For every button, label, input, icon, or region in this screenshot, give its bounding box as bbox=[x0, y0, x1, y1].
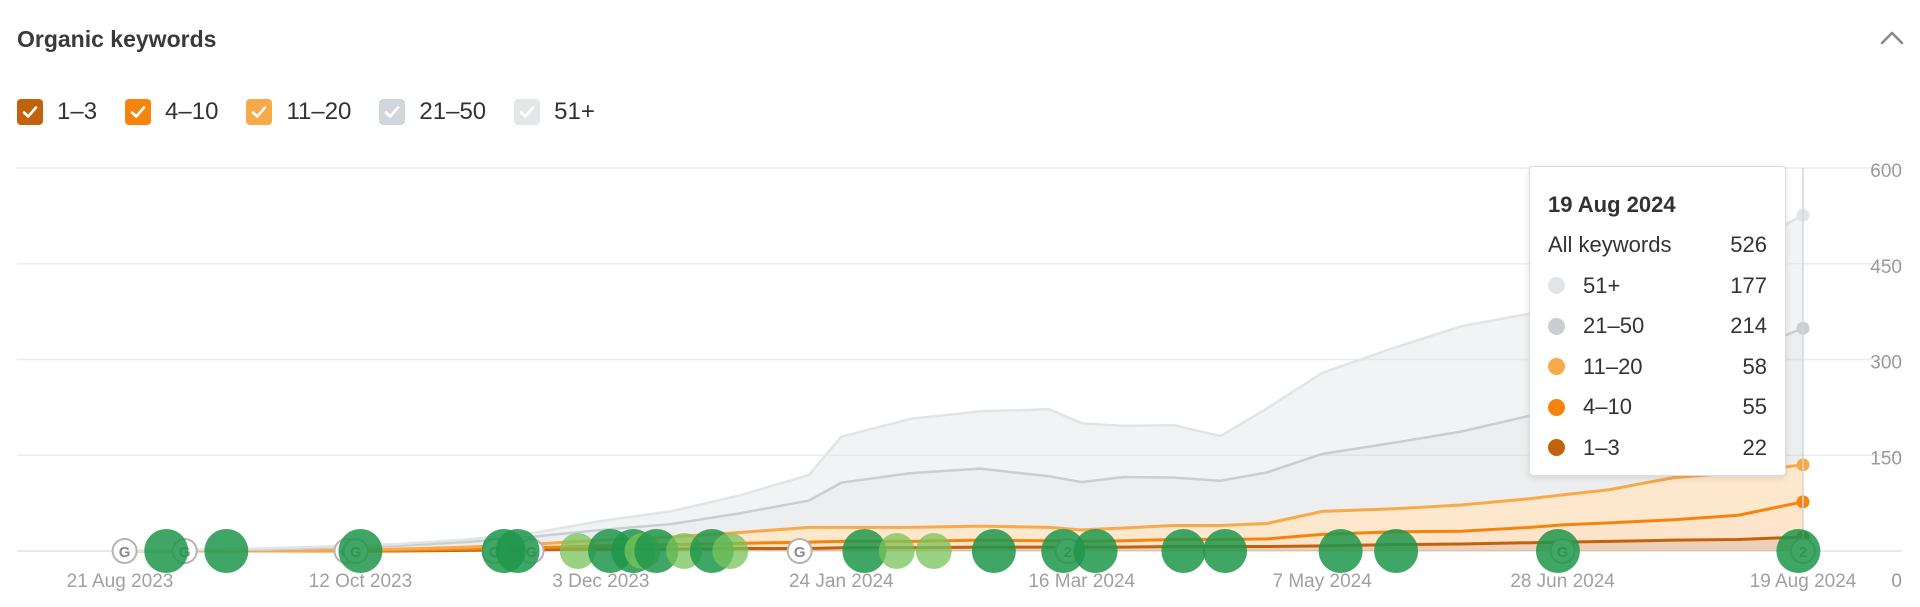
tooltip-row-label: All keywords bbox=[1548, 232, 1672, 258]
legend-item-0[interactable]: 1–3 bbox=[17, 98, 97, 126]
chart-tooltip: 19 Aug 2024 All keywords 526 51+ 177 21–50 21… bbox=[1529, 166, 1786, 476]
section-title: Organic keywords bbox=[17, 26, 217, 52]
event-marker bbox=[338, 529, 383, 573]
tooltip-row: 4–10 55 bbox=[1548, 387, 1767, 428]
legend-checkbox[interactable] bbox=[246, 99, 273, 125]
x-tick-label: 19 Aug 2024 bbox=[1750, 571, 1857, 592]
legend-item-4[interactable]: 51+ bbox=[514, 98, 595, 126]
checkmark-icon bbox=[252, 106, 267, 118]
tooltip-row-label: 51+ bbox=[1583, 272, 1621, 298]
legend-checkbox[interactable] bbox=[514, 99, 541, 125]
tooltip-row-value: 214 bbox=[1730, 313, 1767, 339]
annotation-label: G bbox=[119, 544, 131, 561]
legend-label: 51+ bbox=[554, 98, 595, 125]
tooltip-row: All keywords 526 bbox=[1548, 225, 1767, 266]
x-tick-label: 7 May 2024 bbox=[1272, 571, 1372, 592]
checkmark-icon bbox=[130, 106, 146, 118]
legend: 1–3 4–10 11–20 21–50 51+ bbox=[17, 96, 623, 128]
tooltip-row-label: 11–20 bbox=[1583, 353, 1643, 379]
x-tick-label: 3 Dec 2023 bbox=[552, 571, 649, 592]
event-marker bbox=[1041, 529, 1086, 573]
tooltip-row: 11–20 58 bbox=[1548, 347, 1767, 388]
event-marker bbox=[712, 533, 749, 569]
y-tick-label: 600 bbox=[1870, 161, 1902, 182]
chevron-up-icon[interactable] bbox=[1877, 24, 1907, 54]
tooltip-row-value: 58 bbox=[1742, 353, 1767, 379]
x-tick-label: 16 Mar 2024 bbox=[1028, 571, 1135, 592]
tooltip-row-value: 55 bbox=[1742, 394, 1767, 420]
event-marker bbox=[1161, 529, 1206, 573]
event-marker bbox=[495, 529, 540, 573]
legend-label: 4–10 bbox=[165, 98, 219, 125]
tooltip-row: 21–50 214 bbox=[1548, 306, 1767, 347]
event-marker bbox=[1203, 529, 1248, 573]
legend-item-1[interactable]: 4–10 bbox=[125, 98, 218, 126]
tooltip-row-label: 21–50 bbox=[1583, 313, 1645, 339]
checkmark-icon bbox=[519, 106, 535, 118]
checkmark-icon bbox=[22, 106, 38, 118]
event-marker bbox=[1776, 529, 1821, 573]
tooltip-row: 51+ 177 bbox=[1548, 266, 1767, 307]
annotation-label: G bbox=[794, 544, 806, 561]
tooltip-row: 1–3 22 bbox=[1548, 428, 1767, 469]
section-header: Organic keywords bbox=[17, 22, 1917, 58]
event-marker bbox=[971, 529, 1016, 573]
annotation-badge bbox=[786, 538, 813, 564]
series-dot bbox=[1548, 277, 1565, 295]
event-marker bbox=[915, 533, 952, 569]
y-tick-label: 300 bbox=[1870, 353, 1902, 374]
event-marker bbox=[204, 529, 249, 573]
tooltip-row-value: 177 bbox=[1730, 272, 1767, 298]
tooltip-row-value: 526 bbox=[1730, 232, 1767, 258]
legend-checkbox[interactable] bbox=[379, 99, 406, 125]
x-tick-label: 24 Jan 2024 bbox=[789, 571, 894, 592]
event-marker bbox=[878, 533, 915, 569]
event-marker bbox=[144, 529, 189, 573]
legend-item-3[interactable]: 21–50 bbox=[379, 98, 486, 126]
y-tick-label: 450 bbox=[1870, 257, 1902, 278]
legend-checkbox[interactable] bbox=[17, 99, 43, 125]
legend-item-2[interactable]: 11–20 bbox=[246, 98, 351, 126]
series-dot bbox=[1548, 358, 1565, 376]
legend-label: 21–50 bbox=[419, 98, 487, 125]
event-marker bbox=[1374, 529, 1419, 573]
annotation-badge bbox=[111, 538, 138, 564]
event-marker bbox=[634, 529, 679, 573]
series-dot bbox=[1548, 439, 1565, 457]
checkmark-icon bbox=[385, 106, 400, 118]
series-line bbox=[120, 463, 1804, 553]
y-tick-label: 150 bbox=[1870, 448, 1902, 469]
event-marker bbox=[559, 533, 596, 569]
tooltip-row-value: 22 bbox=[1742, 434, 1767, 460]
x-tick-label: 21 Aug 2023 bbox=[67, 571, 174, 592]
y-tick-label: 0 bbox=[1891, 571, 1902, 592]
legend-label: 11–20 bbox=[286, 98, 352, 125]
event-marker bbox=[1073, 529, 1118, 573]
event-marker bbox=[1535, 529, 1580, 573]
legend-label: 1–3 bbox=[57, 98, 98, 125]
tooltip-row-label: 1–3 bbox=[1583, 434, 1620, 460]
x-tick-label: 28 Jun 2024 bbox=[1510, 571, 1615, 592]
series-area bbox=[120, 328, 1803, 551]
series-dot bbox=[1548, 317, 1565, 335]
series-area bbox=[120, 215, 1803, 551]
event-marker bbox=[1318, 529, 1363, 573]
series-area bbox=[120, 464, 1803, 551]
tooltip-row-label: 4–10 bbox=[1583, 394, 1632, 420]
legend-checkbox[interactable] bbox=[125, 99, 152, 125]
tooltip-date: 19 Aug 2024 bbox=[1548, 192, 1676, 217]
event-marker bbox=[842, 529, 887, 573]
series-dot bbox=[1548, 398, 1565, 416]
x-tick-label: 12 Oct 2023 bbox=[309, 571, 413, 592]
